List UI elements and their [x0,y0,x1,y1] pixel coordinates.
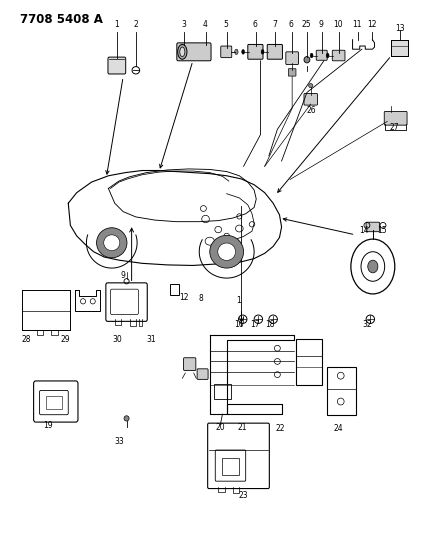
Text: 6: 6 [289,20,294,29]
Ellipse shape [178,44,187,59]
FancyBboxPatch shape [184,358,196,370]
Text: 11: 11 [352,20,362,29]
FancyBboxPatch shape [221,46,232,58]
Text: 19: 19 [44,421,53,430]
FancyBboxPatch shape [304,93,318,105]
FancyBboxPatch shape [215,450,246,481]
FancyBboxPatch shape [39,391,68,415]
Text: 16: 16 [235,320,244,329]
FancyBboxPatch shape [208,423,269,489]
Text: 28: 28 [21,335,31,344]
Text: 31: 31 [147,335,156,344]
FancyBboxPatch shape [392,39,408,55]
FancyBboxPatch shape [108,57,126,74]
Ellipse shape [180,47,185,56]
FancyBboxPatch shape [316,50,327,60]
Ellipse shape [242,50,245,54]
Text: 7: 7 [272,20,277,29]
Ellipse shape [210,236,244,268]
FancyBboxPatch shape [34,381,78,422]
FancyBboxPatch shape [222,458,239,475]
Text: 17: 17 [250,320,260,329]
FancyBboxPatch shape [110,289,138,314]
Ellipse shape [124,416,129,421]
Text: 15: 15 [377,226,387,235]
Text: 32: 32 [362,320,372,329]
FancyBboxPatch shape [332,50,345,61]
Ellipse shape [261,50,264,54]
Ellipse shape [235,49,238,54]
FancyBboxPatch shape [177,43,211,61]
Text: 4: 4 [202,20,207,29]
Ellipse shape [310,53,313,58]
Text: 6: 6 [253,20,258,29]
FancyBboxPatch shape [46,396,62,409]
FancyBboxPatch shape [327,367,356,415]
Text: 22: 22 [276,424,285,433]
Ellipse shape [309,84,313,88]
Text: 10: 10 [333,20,342,29]
FancyBboxPatch shape [169,285,179,295]
FancyBboxPatch shape [366,222,380,232]
FancyBboxPatch shape [267,44,282,59]
Text: 29: 29 [60,335,70,344]
Ellipse shape [97,228,127,258]
Text: 1: 1 [236,296,241,305]
Text: 5: 5 [223,20,228,29]
Text: 12: 12 [179,293,188,302]
Text: 9: 9 [121,271,125,280]
FancyBboxPatch shape [286,52,298,64]
Text: 27: 27 [390,123,400,132]
Text: 20: 20 [216,423,226,432]
Text: 30: 30 [113,335,122,344]
Text: 21: 21 [238,423,247,432]
FancyBboxPatch shape [288,69,296,76]
Text: 23: 23 [239,491,248,500]
Text: 2: 2 [134,20,138,29]
Ellipse shape [326,53,329,58]
FancyBboxPatch shape [106,283,147,321]
Text: 3: 3 [181,20,186,29]
Text: 8: 8 [198,294,203,303]
FancyBboxPatch shape [296,339,322,385]
Text: 24: 24 [334,424,343,433]
Ellipse shape [218,243,235,261]
FancyBboxPatch shape [248,44,263,59]
Ellipse shape [304,56,310,63]
FancyBboxPatch shape [214,384,231,399]
FancyBboxPatch shape [197,369,208,379]
Text: 33: 33 [114,437,124,446]
Text: 7708 5408 A: 7708 5408 A [20,13,103,26]
Text: 9: 9 [318,20,323,29]
Text: 18: 18 [265,320,274,329]
Text: 13: 13 [395,23,405,33]
Ellipse shape [104,235,120,251]
FancyBboxPatch shape [384,111,407,125]
Text: 25: 25 [301,20,311,29]
Text: 14: 14 [360,226,369,235]
Text: 12: 12 [367,20,376,29]
Text: 26: 26 [306,107,316,116]
Circle shape [368,260,378,273]
Text: 1: 1 [114,20,119,29]
